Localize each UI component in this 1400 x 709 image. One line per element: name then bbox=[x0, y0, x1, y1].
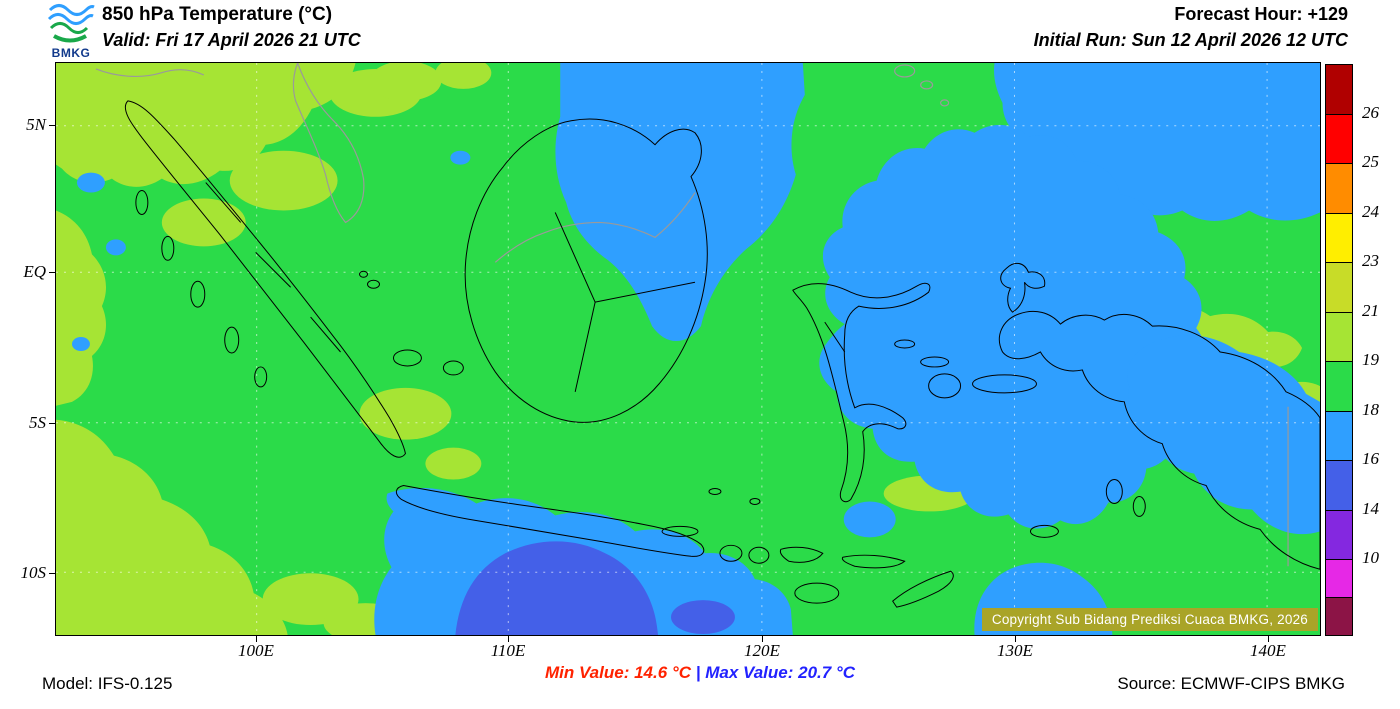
colorbar-segment bbox=[1326, 65, 1352, 115]
y-axis-tick bbox=[49, 423, 55, 424]
royal-blue-field bbox=[455, 541, 735, 635]
copyright-badge: Copyright Sub Bidang Prediksi Cuaca BMKG… bbox=[981, 608, 1318, 631]
x-axis-tick bbox=[762, 636, 763, 642]
colorbar-segment bbox=[1326, 164, 1352, 214]
lon-axis-label: 100E bbox=[238, 641, 274, 660]
colorbar-segment bbox=[1326, 461, 1352, 511]
lon-axis-label: 120E bbox=[744, 641, 780, 660]
coastlines bbox=[124, 100, 1320, 608]
lon-axis-label: 110E bbox=[490, 641, 526, 660]
colorbar-label: 23 bbox=[1362, 251, 1379, 270]
gridlines bbox=[56, 63, 1320, 635]
colorbar-label: 16 bbox=[1362, 449, 1379, 468]
colorbar bbox=[1325, 64, 1353, 636]
colorbar-label: 10 bbox=[1362, 548, 1379, 567]
colorbar-segment bbox=[1326, 114, 1352, 164]
colorbar-segment bbox=[1326, 263, 1352, 313]
model-label: Model: IFS-0.125 bbox=[42, 674, 173, 693]
lat-axis-label: 10S bbox=[20, 563, 47, 582]
colorbar-label: 21 bbox=[1362, 300, 1379, 320]
colorbar-label: 25 bbox=[1362, 152, 1379, 171]
lon-axis-label: 140E bbox=[1250, 641, 1286, 660]
forecast-hour-label: Forecast Hour: +129 bbox=[1174, 4, 1348, 24]
minmax-values: Min Value: 14.6 °C | Max Value: 20.7 °C bbox=[545, 663, 855, 683]
min-value: Min Value: 14.6 °C bbox=[544, 663, 691, 682]
max-value: Max Value: 20.7 °C bbox=[705, 663, 856, 682]
colorbar-segment bbox=[1326, 411, 1352, 461]
lat-axis-label: 5N bbox=[26, 115, 46, 134]
x-axis-tick bbox=[256, 636, 257, 642]
x-axis-tick bbox=[1015, 636, 1016, 642]
x-axis-tick bbox=[508, 636, 509, 642]
colorbar-segment bbox=[1326, 597, 1352, 635]
colorbar-label: 19 bbox=[1362, 350, 1379, 369]
colorbar-segment bbox=[1326, 510, 1352, 560]
foreign-borders bbox=[95, 63, 1289, 567]
initial-run-label: Initial Run: Sun 12 April 2026 12 UTC bbox=[1033, 30, 1348, 50]
lat-axis-label: 5S bbox=[29, 413, 46, 432]
colorbar-label: 26 bbox=[1362, 102, 1379, 122]
minmax-separator: | bbox=[695, 663, 701, 682]
source-label: Source: ECMWF-CIPS BMKG bbox=[1117, 674, 1345, 693]
map-frame: Copyright Sub Bidang Prediksi Cuaca BMKG… bbox=[55, 62, 1321, 636]
x-axis-tick bbox=[1268, 636, 1269, 642]
colorbar-segment bbox=[1326, 362, 1352, 412]
colorbar-label: 14 bbox=[1362, 498, 1379, 518]
bmkg-logo-label: BMKG bbox=[51, 46, 91, 60]
bmkg-logo: BMKG bbox=[44, 1, 98, 60]
colorbar-label: 18 bbox=[1362, 399, 1379, 419]
y-axis-tick bbox=[49, 573, 55, 574]
colorbar-segment bbox=[1326, 560, 1352, 598]
colorbar-segment bbox=[1326, 312, 1352, 362]
bmkg-logo-icon bbox=[47, 4, 95, 43]
lat-axis-label: EQ bbox=[23, 262, 46, 281]
colorbar-labels: 26 25 24 23 21 19 18 16 14 10 bbox=[1362, 64, 1400, 634]
y-axis-tick bbox=[49, 125, 55, 126]
lon-axis-label: 130E bbox=[997, 641, 1033, 660]
temperature-map-canvas bbox=[56, 63, 1320, 635]
valid-time-label: Valid: Fri 17 April 2026 21 UTC bbox=[102, 30, 361, 50]
y-axis-tick bbox=[49, 272, 55, 273]
colorbar-segment bbox=[1326, 213, 1352, 263]
colorbar-label: 24 bbox=[1362, 201, 1379, 221]
page-title: 850 hPa Temperature (°C) bbox=[102, 4, 333, 25]
